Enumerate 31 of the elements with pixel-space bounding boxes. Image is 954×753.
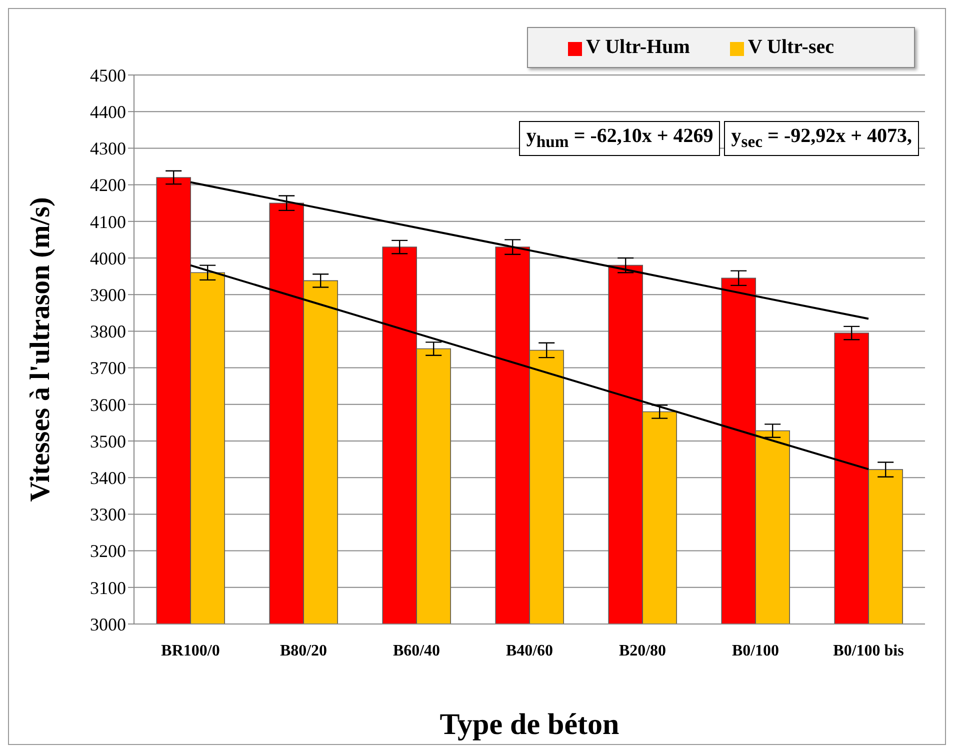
y-tick-label: 3600 xyxy=(90,394,126,415)
y-tick-label: 3100 xyxy=(90,578,126,598)
x-axis-title: Type de béton xyxy=(440,708,620,741)
line-series xyxy=(190,264,870,470)
x-tick-label: BR100/0 xyxy=(161,642,220,660)
y-tick-label: 3300 xyxy=(90,504,126,525)
y-axis-title: Vitesses à l'ultrason (m/s) xyxy=(24,197,56,502)
annotation: y$_{hum}$ = -62,10x + 4269 xyxy=(519,121,720,156)
y-tick-label: 4400 xyxy=(90,102,126,122)
x-tick-label: B0/100 bis xyxy=(833,642,904,660)
y-tick-label: 3700 xyxy=(90,358,126,378)
x-tick-label: B60/40 xyxy=(392,642,440,660)
y-tick-label: 3900 xyxy=(90,284,126,305)
y-tick-label: 3800 xyxy=(90,322,126,342)
legend-label: V Ultr-Hum xyxy=(586,36,690,58)
y-tick-label: 3400 xyxy=(90,468,126,488)
y-tick-label: 4500 xyxy=(90,65,126,86)
line-series xyxy=(190,181,870,320)
legend-label: V Ultr-sec xyxy=(748,36,834,58)
x-tick-label: B0/100 xyxy=(732,642,780,660)
y-tick-label: 4000 xyxy=(90,248,126,268)
y-tick-label: 3200 xyxy=(90,541,126,562)
y-tick-label: 3000 xyxy=(90,614,126,634)
x-tick-label: B80/20 xyxy=(280,642,328,660)
annotation: y$_{sec}$ = -92,92x + 4073, xyxy=(724,121,919,156)
y-tick-label: 4100 xyxy=(90,212,126,232)
x-tick-label: B40/60 xyxy=(506,642,554,660)
y-tick-label: 4200 xyxy=(90,175,126,196)
x-tick-label: B20/80 xyxy=(618,642,666,660)
y-tick-label: 3500 xyxy=(90,431,126,452)
y-tick-label: 4300 xyxy=(90,138,126,159)
